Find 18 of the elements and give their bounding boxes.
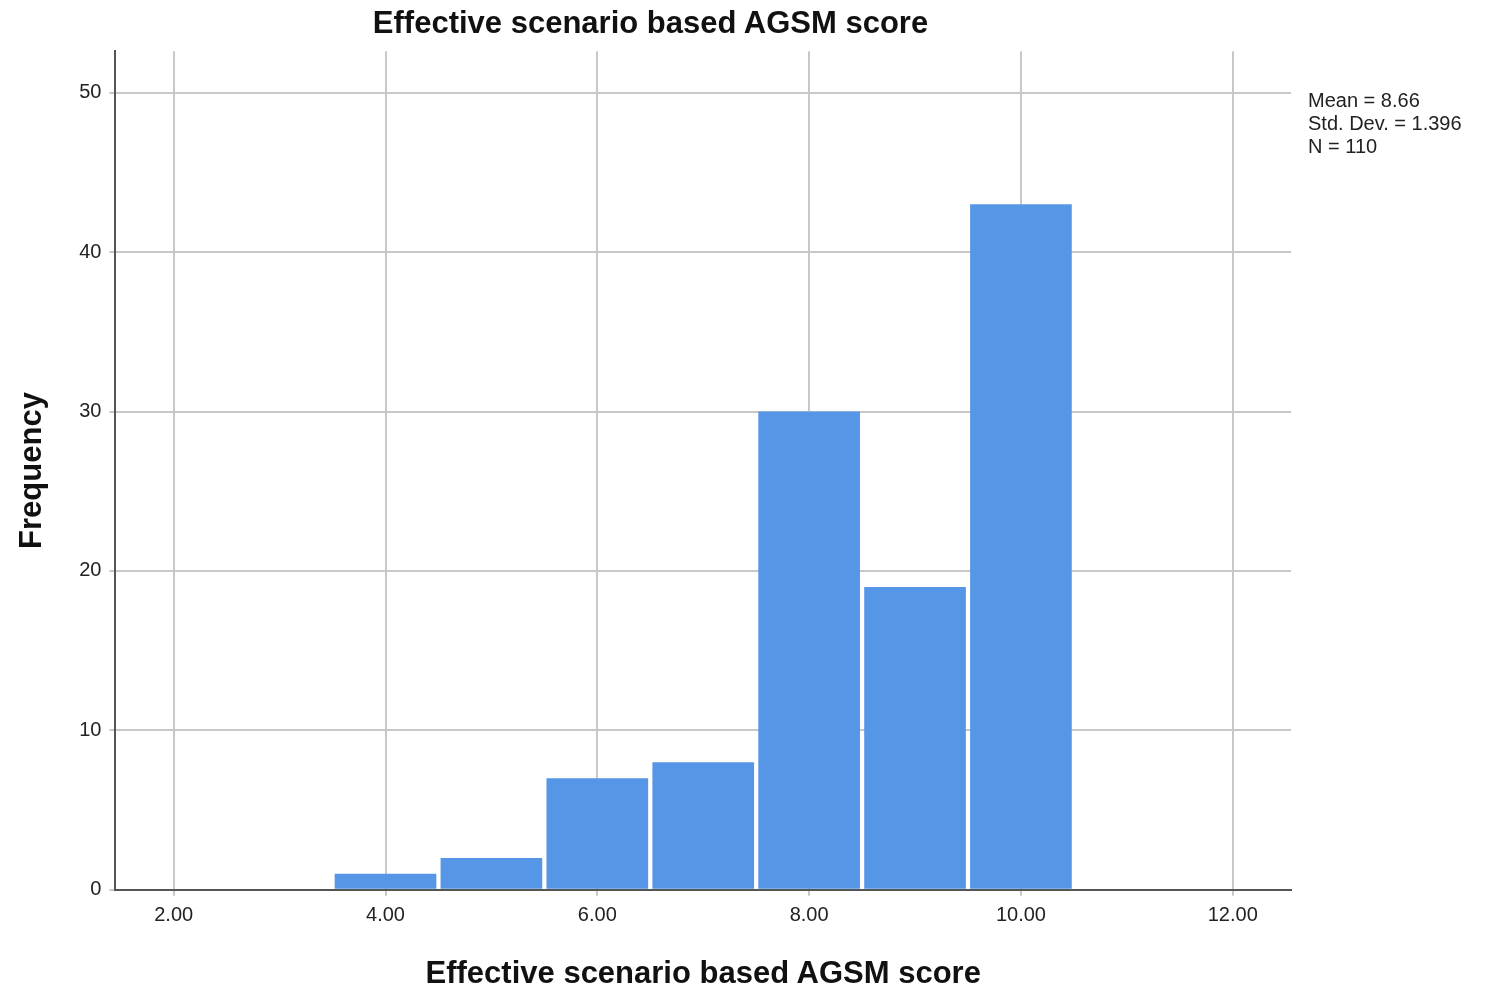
text: N = 110 <box>1308 134 1378 157</box>
x-tick-label: 12.00 <box>1207 903 1258 926</box>
x-tick-label: 10.00 <box>995 903 1046 926</box>
y-tick-label: 20 <box>79 558 102 581</box>
x-tick-label: 6.00 <box>577 903 617 926</box>
x-axis-title: Effective scenario based AGSM score <box>425 954 981 990</box>
text: Mean = 8.66 <box>1308 88 1420 111</box>
y-axis-title: Frequency <box>13 391 49 549</box>
x-tick-label: 8.00 <box>789 903 829 926</box>
y-tick-label: 50 <box>79 80 102 103</box>
x-tick-label: 2.00 <box>154 903 194 926</box>
y-tick-label: 30 <box>79 399 102 422</box>
chart-title: Effective scenario based AGSM score <box>372 5 929 41</box>
text: Std. Dev. = 1.396 <box>1308 111 1462 134</box>
y-tick-label: 10 <box>79 717 102 740</box>
x-tick-label: 4.00 <box>366 903 405 926</box>
y-tick-label: 0 <box>90 877 102 900</box>
y-tick-label: 40 <box>79 239 102 262</box>
